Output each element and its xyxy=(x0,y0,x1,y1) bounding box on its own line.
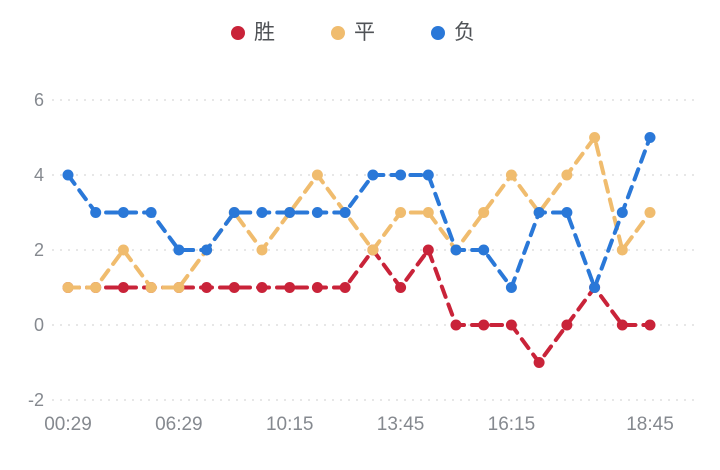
legend-label-win: 胜 xyxy=(254,21,275,44)
data-point-平-12[interactable] xyxy=(395,207,407,218)
legend-item-draw[interactable]: 平 xyxy=(331,22,375,43)
y-tick-label-2: 2 xyxy=(34,240,44,260)
legend-item-loss[interactable]: 负 xyxy=(431,22,475,43)
data-point-胜-21[interactable] xyxy=(644,319,656,331)
data-point-负-6[interactable] xyxy=(228,207,240,218)
series-line-平 xyxy=(66,135,652,290)
series-line-负 xyxy=(66,135,652,290)
data-point-负-9[interactable] xyxy=(311,207,323,218)
y-tick-label-0: 0 xyxy=(34,315,44,335)
data-point-胜-16[interactable] xyxy=(505,319,517,331)
data-point-平-0[interactable] xyxy=(62,282,74,293)
chart-legend: 胜 平 负 xyxy=(0,22,706,43)
data-point-胜-10[interactable] xyxy=(339,282,351,293)
data-point-负-14[interactable] xyxy=(450,244,462,256)
data-point-负-13[interactable] xyxy=(422,169,434,181)
data-point-胜-20[interactable] xyxy=(616,319,628,331)
data-point-平-16[interactable] xyxy=(505,169,517,181)
y-tick-label--2: -2 xyxy=(28,390,44,410)
data-point-负-0[interactable] xyxy=(62,169,74,181)
data-point-平-11[interactable] xyxy=(367,244,379,256)
data-point-负-10[interactable] xyxy=(339,207,351,218)
y-tick-label-4: 4 xyxy=(34,165,44,185)
data-point-负-11[interactable] xyxy=(367,169,379,181)
data-point-平-3[interactable] xyxy=(145,282,157,293)
data-point-胜-8[interactable] xyxy=(284,282,296,293)
data-point-平-9[interactable] xyxy=(311,169,323,181)
x-tick-label-10:15: 10:15 xyxy=(266,414,314,435)
data-point-胜-5[interactable] xyxy=(201,282,213,293)
series-line-胜 xyxy=(66,248,652,365)
data-point-负-8[interactable] xyxy=(284,207,296,218)
data-point-胜-6[interactable] xyxy=(228,282,240,293)
legend-label-loss: 负 xyxy=(454,21,475,44)
data-point-平-7[interactable] xyxy=(256,244,268,256)
data-point-负-7[interactable] xyxy=(256,207,268,218)
data-point-负-17[interactable] xyxy=(533,207,545,218)
data-point-平-13[interactable] xyxy=(422,207,434,218)
data-point-负-20[interactable] xyxy=(616,207,628,218)
data-point-胜-2[interactable] xyxy=(117,282,129,293)
data-point-负-12[interactable] xyxy=(395,169,407,181)
x-tick-label-16:15: 16:15 xyxy=(488,414,536,435)
data-point-负-16[interactable] xyxy=(505,282,517,293)
data-point-负-4[interactable] xyxy=(173,244,185,256)
x-tick-label-00:29: 00:29 xyxy=(44,414,92,435)
data-point-胜-9[interactable] xyxy=(311,282,323,293)
data-point-平-18[interactable] xyxy=(561,169,573,181)
data-point-平-2[interactable] xyxy=(117,244,129,256)
data-point-平-20[interactable] xyxy=(616,244,628,256)
draw-series-dot-icon xyxy=(331,25,345,40)
data-point-负-15[interactable] xyxy=(478,244,490,256)
x-tick-label-06:29: 06:29 xyxy=(155,414,203,435)
data-point-平-15[interactable] xyxy=(478,207,490,218)
data-point-负-21[interactable] xyxy=(644,132,656,143)
data-point-平-1[interactable] xyxy=(90,282,102,293)
legend-label-draw: 平 xyxy=(354,21,375,44)
data-point-负-18[interactable] xyxy=(561,207,573,218)
data-point-负-3[interactable] xyxy=(145,207,157,218)
data-point-负-5[interactable] xyxy=(201,244,213,256)
data-point-平-19[interactable] xyxy=(589,132,601,143)
win-series-dot-icon xyxy=(231,25,245,40)
x-tick-label-18:45: 18:45 xyxy=(626,414,674,435)
data-point-胜-13[interactable] xyxy=(422,244,434,256)
data-point-胜-15[interactable] xyxy=(478,319,490,331)
data-point-负-2[interactable] xyxy=(117,207,129,218)
data-point-负-19[interactable] xyxy=(589,282,601,293)
data-point-平-21[interactable] xyxy=(644,207,656,218)
data-point-胜-18[interactable] xyxy=(561,319,573,331)
loss-series-dot-icon xyxy=(431,25,445,40)
data-point-胜-14[interactable] xyxy=(450,319,462,331)
legend-item-win[interactable]: 胜 xyxy=(231,22,275,43)
data-point-胜-7[interactable] xyxy=(256,282,268,293)
data-point-胜-12[interactable] xyxy=(395,282,407,293)
data-point-负-1[interactable] xyxy=(90,207,102,218)
x-tick-label-13:45: 13:45 xyxy=(377,414,425,435)
data-point-平-4[interactable] xyxy=(173,282,185,293)
y-tick-label-6: 6 xyxy=(34,90,44,110)
data-point-胜-17[interactable] xyxy=(533,357,545,368)
